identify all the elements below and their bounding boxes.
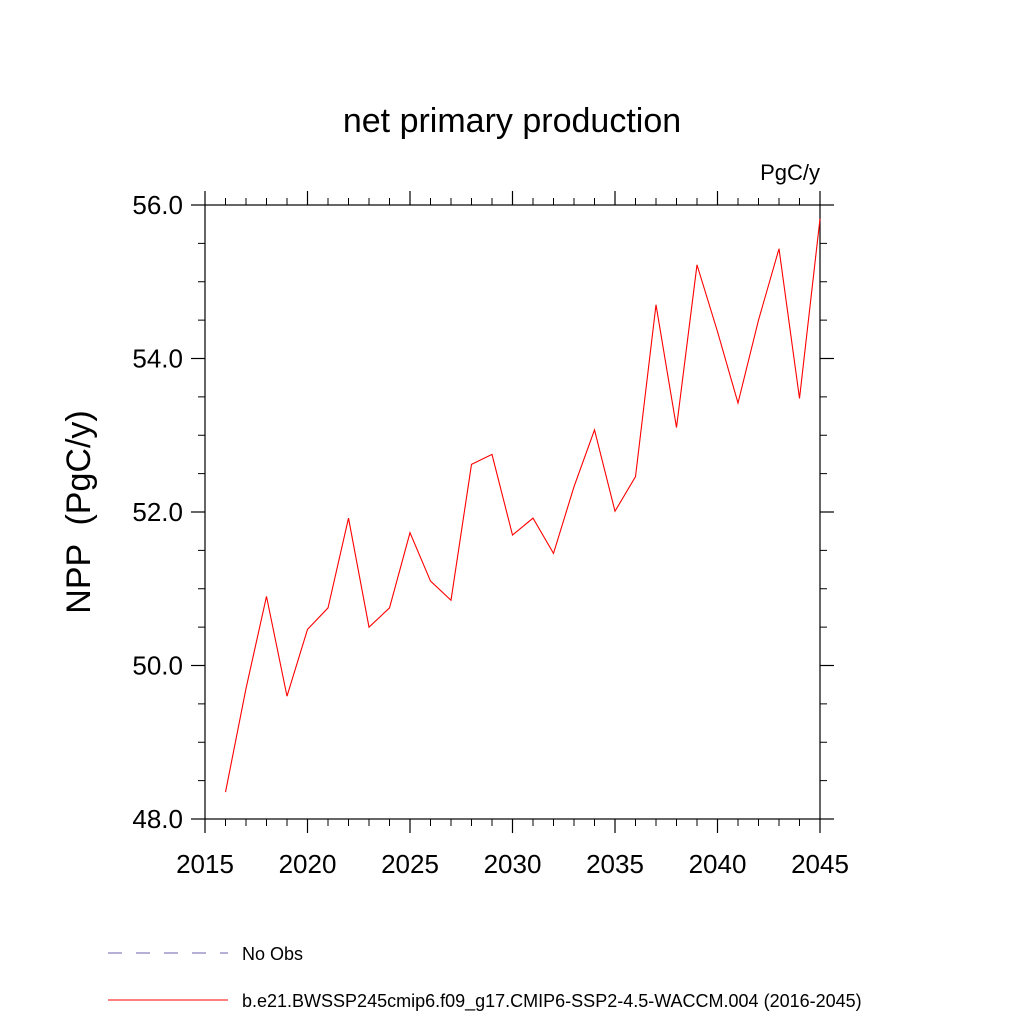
series-line <box>224 218 821 793</box>
series-layer <box>224 218 821 793</box>
y-tick-label: 48.0 <box>132 804 183 834</box>
ticks-layer: 2015 2020 2025 2030 2035 2040 2045 48.0 50.0 52.0… <box>132 190 849 879</box>
chart-title: net primary production <box>343 102 681 140</box>
y-axis-label: NPP (PgC/y) <box>60 410 98 613</box>
x-tick-label: 2045 <box>791 849 849 879</box>
x-tick-label: 2040 <box>689 849 747 879</box>
y-tick-label: 50.0 <box>132 651 183 681</box>
x-tick-label: 2020 <box>279 849 337 879</box>
legend: No Obs b.e21.BWSSP245cmip6.f09_g17.CMIP6-… <box>108 944 862 1012</box>
units-label: PgC/y <box>760 160 820 185</box>
legend-label: No Obs <box>242 944 303 964</box>
x-tick-label: 2015 <box>176 849 234 879</box>
y-tick-label: 52.0 <box>132 497 183 527</box>
legend-label: b.e21.BWSSP245cmip6.f09_g17.CMIP6-SSP2-4… <box>242 991 862 1012</box>
x-tick-label: 2035 <box>586 849 644 879</box>
plot-frame <box>204 204 821 820</box>
x-tick-label: 2030 <box>484 849 542 879</box>
y-tick-label: 56.0 <box>132 190 183 220</box>
x-tick-label: 2025 <box>381 849 439 879</box>
y-tick-label: 54.0 <box>132 344 183 374</box>
